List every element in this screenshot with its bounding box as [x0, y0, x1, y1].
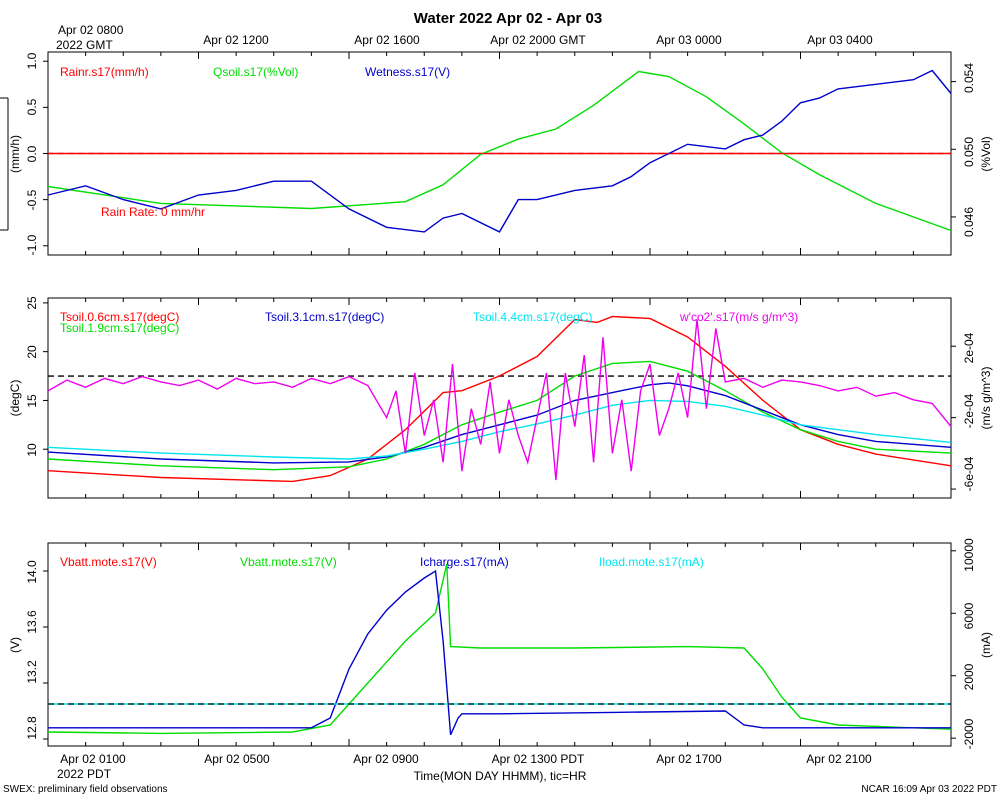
bottom-axis-label-4: Apr 02 1700: [656, 752, 722, 766]
panel-soil-left-tick-1: 20: [25, 345, 39, 359]
legend-tsoil-4-4cm: Tsoil.4.4cm.s17(degC): [473, 310, 592, 324]
series-vbatt-mote-s17-v: [47, 563, 952, 735]
top-axis-label-5: Apr 03 0400: [807, 33, 873, 47]
panel-soil-temperature-lines: [47, 315, 952, 483]
legend-tsoil-0-6cm: Tsoil.0.6cm.s17(degC): [60, 310, 179, 324]
panel-power-lines: [47, 563, 952, 736]
legend-vbatt-green: Vbatt.mote.s17(V): [240, 555, 337, 569]
bottom-axis-label-3: Apr 02 1300 PDT: [492, 752, 585, 766]
series-w-co2-s17-m-s-g-m-3: [47, 319, 952, 481]
legend-tsoil-1-9cm: Tsoil.1.9cm.s17(degC): [60, 321, 179, 335]
top-axis-label-3: Apr 02 2000 GMT: [490, 33, 586, 47]
panel-soil-right-tick-0: 2e-04: [962, 332, 976, 363]
bottom-axis-extra-label: 2022 PDT: [57, 767, 112, 781]
legend-vbatt-red: Vbatt.mote.s17(V): [60, 555, 157, 569]
panel-soil-left-tick-2: 15: [25, 394, 39, 408]
series-tsoil-3-1cm-s17-degc: [47, 382, 952, 464]
panel-water-left-tick-1: 0.5: [25, 98, 39, 115]
series-tsoil-1-9cm-s17-degc: [47, 360, 952, 471]
left-edge-marks: [0, 97, 9, 231]
panel-water: 1.0 0.5 0.0 -0.5 -1.0 (mm/h) 0.054 0.050…: [8, 51, 993, 256]
panel-power-left-tick-2: 13.2: [25, 660, 39, 684]
x-axis-title: Time(MON DAY HHMM), tic=HR: [414, 769, 587, 783]
panel-water-right-tick-1: 0.050: [962, 137, 976, 167]
legend-tsoil-3-1cm: Tsoil.3.1cm.s17(degC): [265, 310, 384, 324]
legend-wco2: w'co2'.s17(m/s g/m^3): [679, 310, 798, 324]
panel-power-ticks: [43, 543, 956, 746]
legend-icharge: Icharge.s17(mA): [420, 555, 509, 569]
top-axis-label-2: Apr 02 1600: [354, 33, 420, 47]
chart-title: Water 2022 Apr 02 - Apr 03: [414, 10, 602, 27]
panel-soil-temperature-frame: [47, 297, 952, 499]
panel-power-left-tick-0: 14.0: [25, 560, 39, 584]
bottom-axis-label-5: Apr 02 2100: [806, 752, 872, 766]
panel-water-ticks: [43, 52, 956, 255]
panel-power-left-tick-3: 12.8: [25, 716, 39, 740]
panel-water-left-tick-2: 0.0: [25, 145, 39, 162]
panel-power-left-axis-label: (V): [8, 637, 22, 653]
panel-soil-left-tick-0: 25: [25, 296, 39, 310]
panel-soil-right-tick-1: -2e-04: [962, 393, 976, 428]
legend-iload: Iload.mote.s17(mA): [599, 555, 704, 569]
panel-power-frame: [47, 542, 952, 747]
panel-water-right-tick-2: 0.046: [962, 207, 976, 237]
panel-water-left-tick-3: -0.5: [25, 189, 39, 210]
panel-water-left-axis-label: (mm/h): [8, 135, 22, 173]
panel-water-left-tick-0: 1.0: [25, 52, 39, 69]
panel-water-right-tick-0: 0.054: [962, 63, 976, 93]
footer-left: SWEX: preliminary field observations: [3, 784, 168, 795]
panel-soil-right-tick-2: -6e-04: [962, 456, 976, 491]
legend-wetness: Wetness.s17(V): [365, 65, 450, 79]
series-qsoil-s17-vol: [47, 70, 952, 232]
series-icharge-s17-ma: [48, 569, 951, 736]
panel-power-right-axis-label: (mA): [979, 632, 993, 658]
panel-power-right-tick-0: 10000: [962, 538, 976, 572]
top-axis-label-1: Apr 02 1200: [203, 33, 269, 47]
panel-power-right-tick-3: -2000: [962, 718, 976, 749]
legend-qsoil: Qsoil.s17(%Vol): [213, 65, 298, 79]
panel-water-lines: [47, 69, 952, 233]
panel-soil-left-axis-label: (degC): [8, 380, 22, 417]
legend-rainr: Rainr.s17(mm/h): [60, 65, 149, 79]
panel-power-right-tick-1: 6000: [962, 602, 976, 629]
panel-power-right-tick-2: 2000: [962, 663, 976, 690]
top-axis-label-4: Apr 03 0000: [656, 33, 722, 47]
panel-water-right-axis-label: (%Vol): [979, 136, 993, 171]
panel-soil-temperature-ticks: [43, 298, 956, 498]
panel-power: 14.0 13.6 13.2 12.8 (V) 10000 6000 2000 …: [8, 538, 993, 749]
panel-water-left-tick-4: -1.0: [25, 234, 39, 255]
footer-right: NCAR 16:09 Apr 03 2022 PDT: [861, 784, 997, 795]
series-tsoil-4-4cm-s17-degc: [47, 399, 952, 460]
top-axis-label-0: Apr 02 0800: [58, 23, 124, 37]
rain-rate-annotation: Rain Rate: 0 mm/hr: [101, 205, 205, 219]
panel-power-left-tick-1: 13.6: [25, 610, 39, 634]
panel-soil-left-tick-3: 10: [25, 443, 39, 457]
panel-soil-right-axis-label: (m/s g/m^3): [979, 367, 993, 430]
panel-soil-temperature: 25 20 15 10 (degC) 2e-04 -2e-04 -6e-04 (…: [8, 296, 993, 499]
bottom-axis-label-0: Apr 02 0100: [60, 752, 126, 766]
bottom-axis-label-1: Apr 02 0500: [204, 752, 270, 766]
top-axis-extra-label: 2022 GMT: [56, 38, 113, 52]
series-tsoil-0-6cm-s17-degc: [47, 315, 952, 483]
bottom-axis-label-2: Apr 02 0900: [353, 752, 419, 766]
series-wetness-s17-v: [47, 69, 952, 233]
